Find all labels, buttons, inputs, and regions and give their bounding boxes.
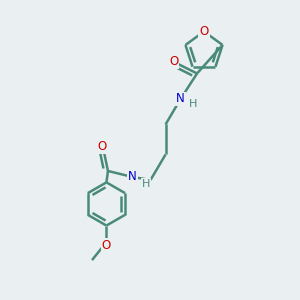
Text: H: H: [142, 178, 150, 189]
Text: H: H: [189, 99, 197, 110]
Text: N: N: [128, 170, 137, 184]
Text: N: N: [176, 92, 185, 106]
Text: O: O: [200, 25, 208, 38]
Text: O: O: [102, 239, 111, 252]
Text: O: O: [169, 55, 178, 68]
Text: O: O: [97, 140, 106, 153]
